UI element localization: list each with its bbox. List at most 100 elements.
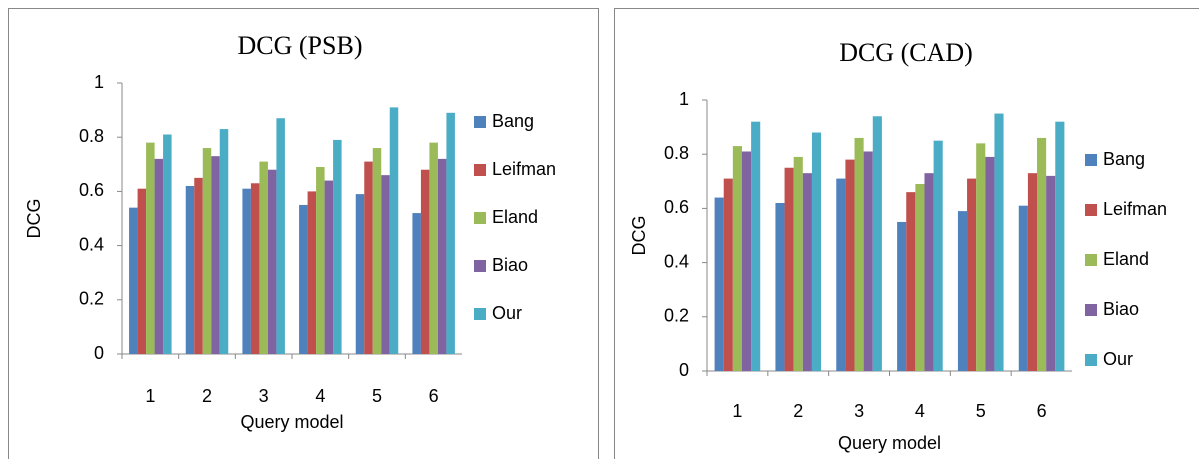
bar <box>129 207 138 354</box>
bar <box>1027 173 1038 371</box>
legend-label: Bang <box>1103 149 1145 169</box>
bar <box>751 121 761 372</box>
bar <box>793 156 803 371</box>
bar <box>276 118 285 354</box>
legend-label: Leifman <box>492 159 556 179</box>
bar <box>1055 121 1065 372</box>
legend-label: Eland <box>1103 249 1149 269</box>
bar <box>137 188 147 354</box>
panel-frame <box>614 8 1199 459</box>
x-tick-label: 1 <box>732 401 742 421</box>
bar <box>957 211 968 371</box>
bar <box>437 158 447 354</box>
bar <box>994 113 1004 372</box>
bar <box>299 204 308 354</box>
bar <box>714 197 724 371</box>
y-tick-label: 0.8 <box>664 143 689 163</box>
legend-label: Bang <box>492 111 534 131</box>
x-axis-title: Query model <box>240 412 343 432</box>
bar <box>845 159 855 371</box>
chart-title: DCG (CAD) <box>839 38 973 67</box>
panel-frame <box>8 8 599 459</box>
legend-swatch <box>474 164 486 176</box>
bar <box>985 156 995 371</box>
legend-swatch <box>474 116 486 128</box>
y-tick-label: 0.6 <box>664 197 689 217</box>
bar <box>307 191 317 354</box>
y-tick-label: 0.2 <box>79 289 104 309</box>
legend-swatch <box>1085 154 1097 166</box>
legend-swatch <box>1085 304 1097 316</box>
y-axis-title: DCG <box>24 199 44 239</box>
x-tick-label: 2 <box>793 401 803 421</box>
bar <box>259 161 268 354</box>
bar <box>389 107 399 354</box>
legend-label: Leifman <box>1103 199 1167 219</box>
y-tick-label: 1 <box>679 89 689 109</box>
bar <box>242 188 251 354</box>
legend-label: Eland <box>492 207 538 227</box>
bar <box>420 169 430 354</box>
y-tick-label: 0.4 <box>79 234 104 254</box>
y-tick-label: 0 <box>94 343 104 363</box>
x-tick-label: 2 <box>202 386 212 406</box>
bar <box>194 177 203 354</box>
legend-swatch <box>474 260 486 272</box>
bar <box>924 173 934 371</box>
bar <box>1037 137 1047 371</box>
bar <box>267 169 277 354</box>
bar <box>146 142 155 354</box>
bar <box>446 112 455 354</box>
bar <box>250 183 260 354</box>
bar <box>1018 205 1028 371</box>
bar <box>967 178 977 371</box>
y-tick-label: 0.4 <box>664 251 689 271</box>
bar <box>333 139 342 354</box>
bar <box>163 134 172 354</box>
bar <box>784 167 794 371</box>
y-tick-label: 0 <box>679 360 689 380</box>
bar <box>372 148 382 354</box>
legend-label: Our <box>492 303 522 323</box>
bar <box>854 137 864 371</box>
legend-swatch <box>1085 254 1097 266</box>
legend-swatch <box>474 308 486 320</box>
bar <box>836 178 846 371</box>
bar <box>863 151 873 371</box>
bar <box>185 185 195 354</box>
bar <box>364 161 373 354</box>
x-tick-label: 3 <box>854 401 864 421</box>
bar <box>381 175 390 354</box>
x-tick-label: 6 <box>1037 401 1047 421</box>
bar <box>316 167 325 354</box>
bar <box>1046 175 1056 371</box>
bar <box>872 116 882 371</box>
bar <box>897 221 907 371</box>
x-tick-label: 3 <box>259 386 269 406</box>
bar <box>211 156 220 354</box>
bar <box>811 132 822 371</box>
bar <box>802 173 812 371</box>
bar <box>906 192 916 371</box>
bar <box>154 158 164 354</box>
bar <box>412 213 421 354</box>
bar <box>219 129 229 354</box>
bar <box>732 146 742 371</box>
y-tick-label: 0.8 <box>79 126 104 146</box>
x-tick-label: 5 <box>976 401 986 421</box>
bar <box>723 178 733 371</box>
bar <box>429 142 438 354</box>
bar <box>324 180 334 354</box>
legend-label: Biao <box>1103 299 1139 319</box>
legend-swatch <box>1085 354 1097 366</box>
y-tick-label: 0.6 <box>79 180 104 200</box>
bar <box>933 140 943 371</box>
chart-title: DCG (PSB) <box>238 31 363 60</box>
bar <box>976 143 986 371</box>
bar <box>741 151 752 371</box>
bar <box>915 184 925 371</box>
x-tick-label: 4 <box>315 386 325 406</box>
y-tick-label: 0.2 <box>664 306 689 326</box>
